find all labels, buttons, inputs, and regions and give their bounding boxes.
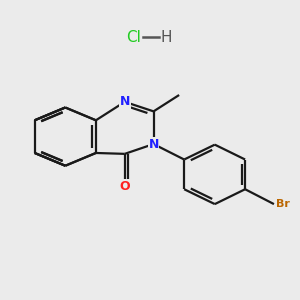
Text: N: N (119, 95, 130, 108)
Text: O: O (119, 180, 130, 193)
Text: H: H (160, 30, 172, 45)
Text: Br: Br (276, 199, 290, 209)
Text: N: N (148, 138, 159, 151)
Text: Cl: Cl (126, 30, 141, 45)
